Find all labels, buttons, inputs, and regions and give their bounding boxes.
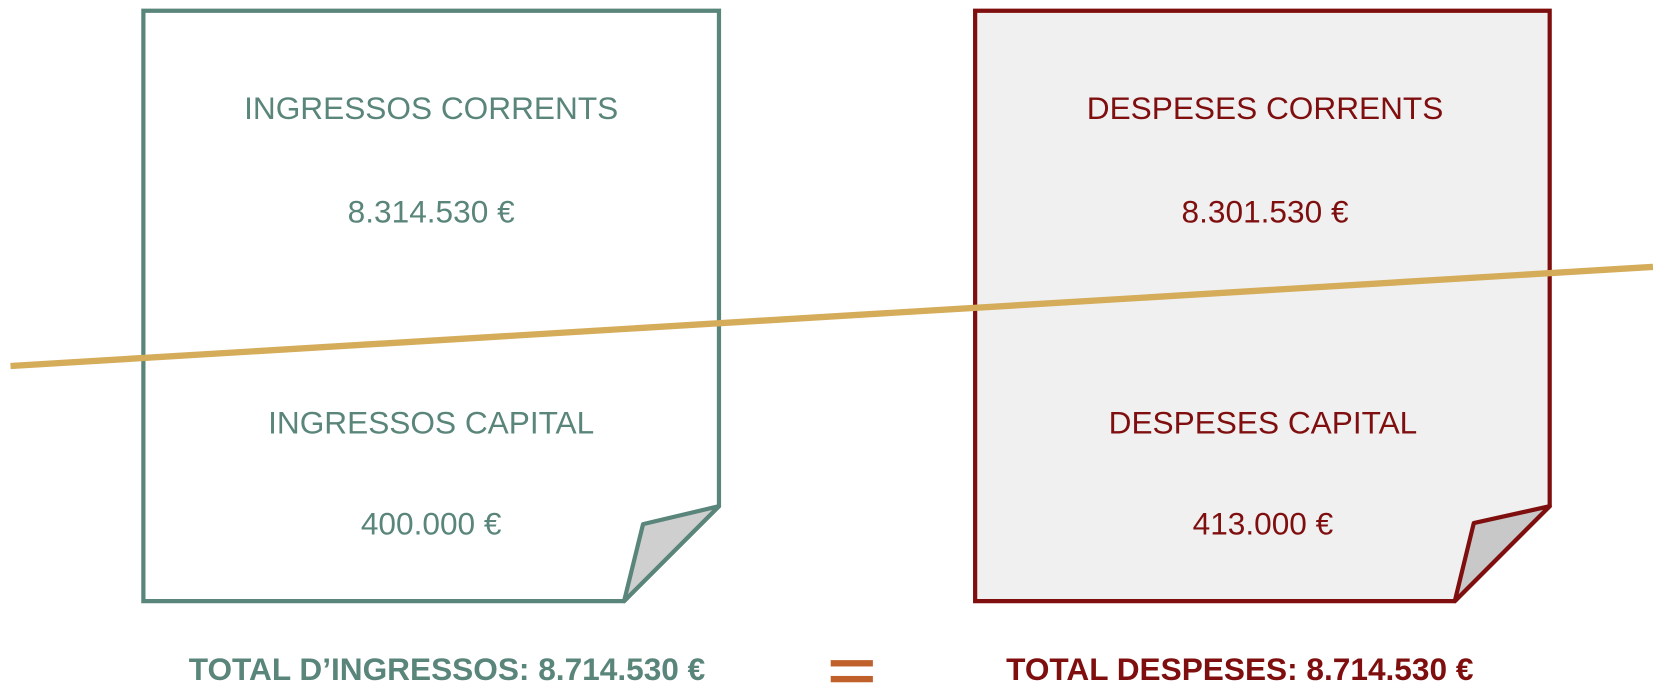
- income-card-fold: [621, 504, 722, 604]
- income-capital-heading: INGRESSOS CAPITAL: [268, 404, 594, 440]
- expenses-current-heading: DESPESES CORRENTS: [1087, 90, 1444, 126]
- equals-sign-bottom: [830, 675, 873, 683]
- equals-sign-top: [830, 660, 873, 667]
- expenses-capital-heading: DESPESES CAPITAL: [1109, 404, 1418, 440]
- income-current-amount: 8.314.530 €: [348, 194, 515, 230]
- expenses-card-fold: [1452, 504, 1552, 604]
- divider-line: [10, 263, 1653, 370]
- income-current-heading: INGRESSOS CORRENTS: [244, 90, 618, 126]
- income-total: TOTAL D’INGRESSOS: 8.714.530 €: [189, 651, 706, 687]
- expenses-total: TOTAL DESPESES: 8.714.530 €: [1006, 651, 1474, 687]
- income-capital-amount: 400.000 €: [361, 506, 502, 542]
- expenses-capital-amount: 413.000 €: [1193, 506, 1334, 542]
- expenses-current-amount: 8.301.530 €: [1182, 194, 1349, 230]
